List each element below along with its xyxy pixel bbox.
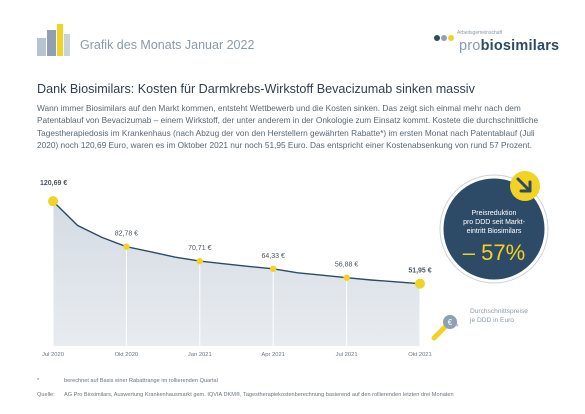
legend-line-2: je DDD in Euro (469, 317, 514, 324)
x-tick-label: Okt 2021 (408, 352, 432, 358)
intro-paragraph: Wann immer Biosimilars auf den Markt kom… (37, 103, 539, 151)
data-label: 64,33 € (262, 253, 285, 260)
badge-line-1: Preisreduktion (472, 210, 517, 217)
data-point-marker (196, 257, 203, 265)
data-label: 56,88 € (335, 262, 358, 269)
price-line (52, 200, 421, 285)
footnote-asterisk: * berechnet auf Basis einer Rabattrange i… (37, 378, 218, 384)
x-tick-label: Apr 2021 (261, 352, 285, 358)
arrow-down-right-icon (510, 171, 540, 201)
chart-headline: Dank Biosimilars: Kosten für Darmkrebs-W… (37, 82, 475, 96)
data-label: 120,69 € (40, 180, 67, 187)
x-tick-label: Jul 2020 (42, 352, 64, 358)
area-fill (53, 201, 420, 346)
x-tick-label: Jul 2021 (336, 352, 358, 358)
data-label: 82,78 € (115, 231, 138, 238)
logo-tagline: Arbeitsgemeinschaft (457, 30, 503, 36)
probiosimilars-logo: Arbeitsgemeinschaft probiosimilars (433, 30, 563, 60)
bar-chart-logo-icon (37, 24, 70, 56)
data-label: 70,71 € (188, 245, 211, 252)
price-reduction-badge: Preisreduktion pro DDD seit Markt- eintr… (439, 174, 549, 284)
data-point-marker (48, 196, 58, 207)
badge-line-2: pro DDD seit Markt- (463, 219, 526, 226)
logo-dots-icon (434, 35, 454, 41)
logo-wordmark: probiosimilars (459, 38, 560, 54)
badge-value: – 57% (463, 240, 525, 265)
footnotes: * berechnet auf Basis einer Rabattrange i… (37, 374, 454, 402)
x-tick-label: Okt 2020 (115, 352, 139, 358)
data-point-marker (123, 243, 130, 250)
footnote-source: Quelle: AG Pro Biosimilars, Auswertung Kr… (37, 392, 454, 398)
badge-line-3: eintritt Biosimilars (467, 228, 522, 235)
legend-line-1: Durchschnittspreise (470, 308, 528, 315)
x-tick-label: Jan 2021 (188, 352, 212, 358)
data-point-marker (415, 278, 425, 289)
data-point-marker (343, 274, 350, 281)
svg-text:€: € (448, 318, 453, 327)
page-header-title: Grafik des Monats Januar 2022 (80, 38, 255, 52)
data-label: 51,95 € (408, 268, 431, 275)
legend-syringe-euro-icon: € (431, 315, 459, 341)
data-point-marker (270, 265, 277, 273)
